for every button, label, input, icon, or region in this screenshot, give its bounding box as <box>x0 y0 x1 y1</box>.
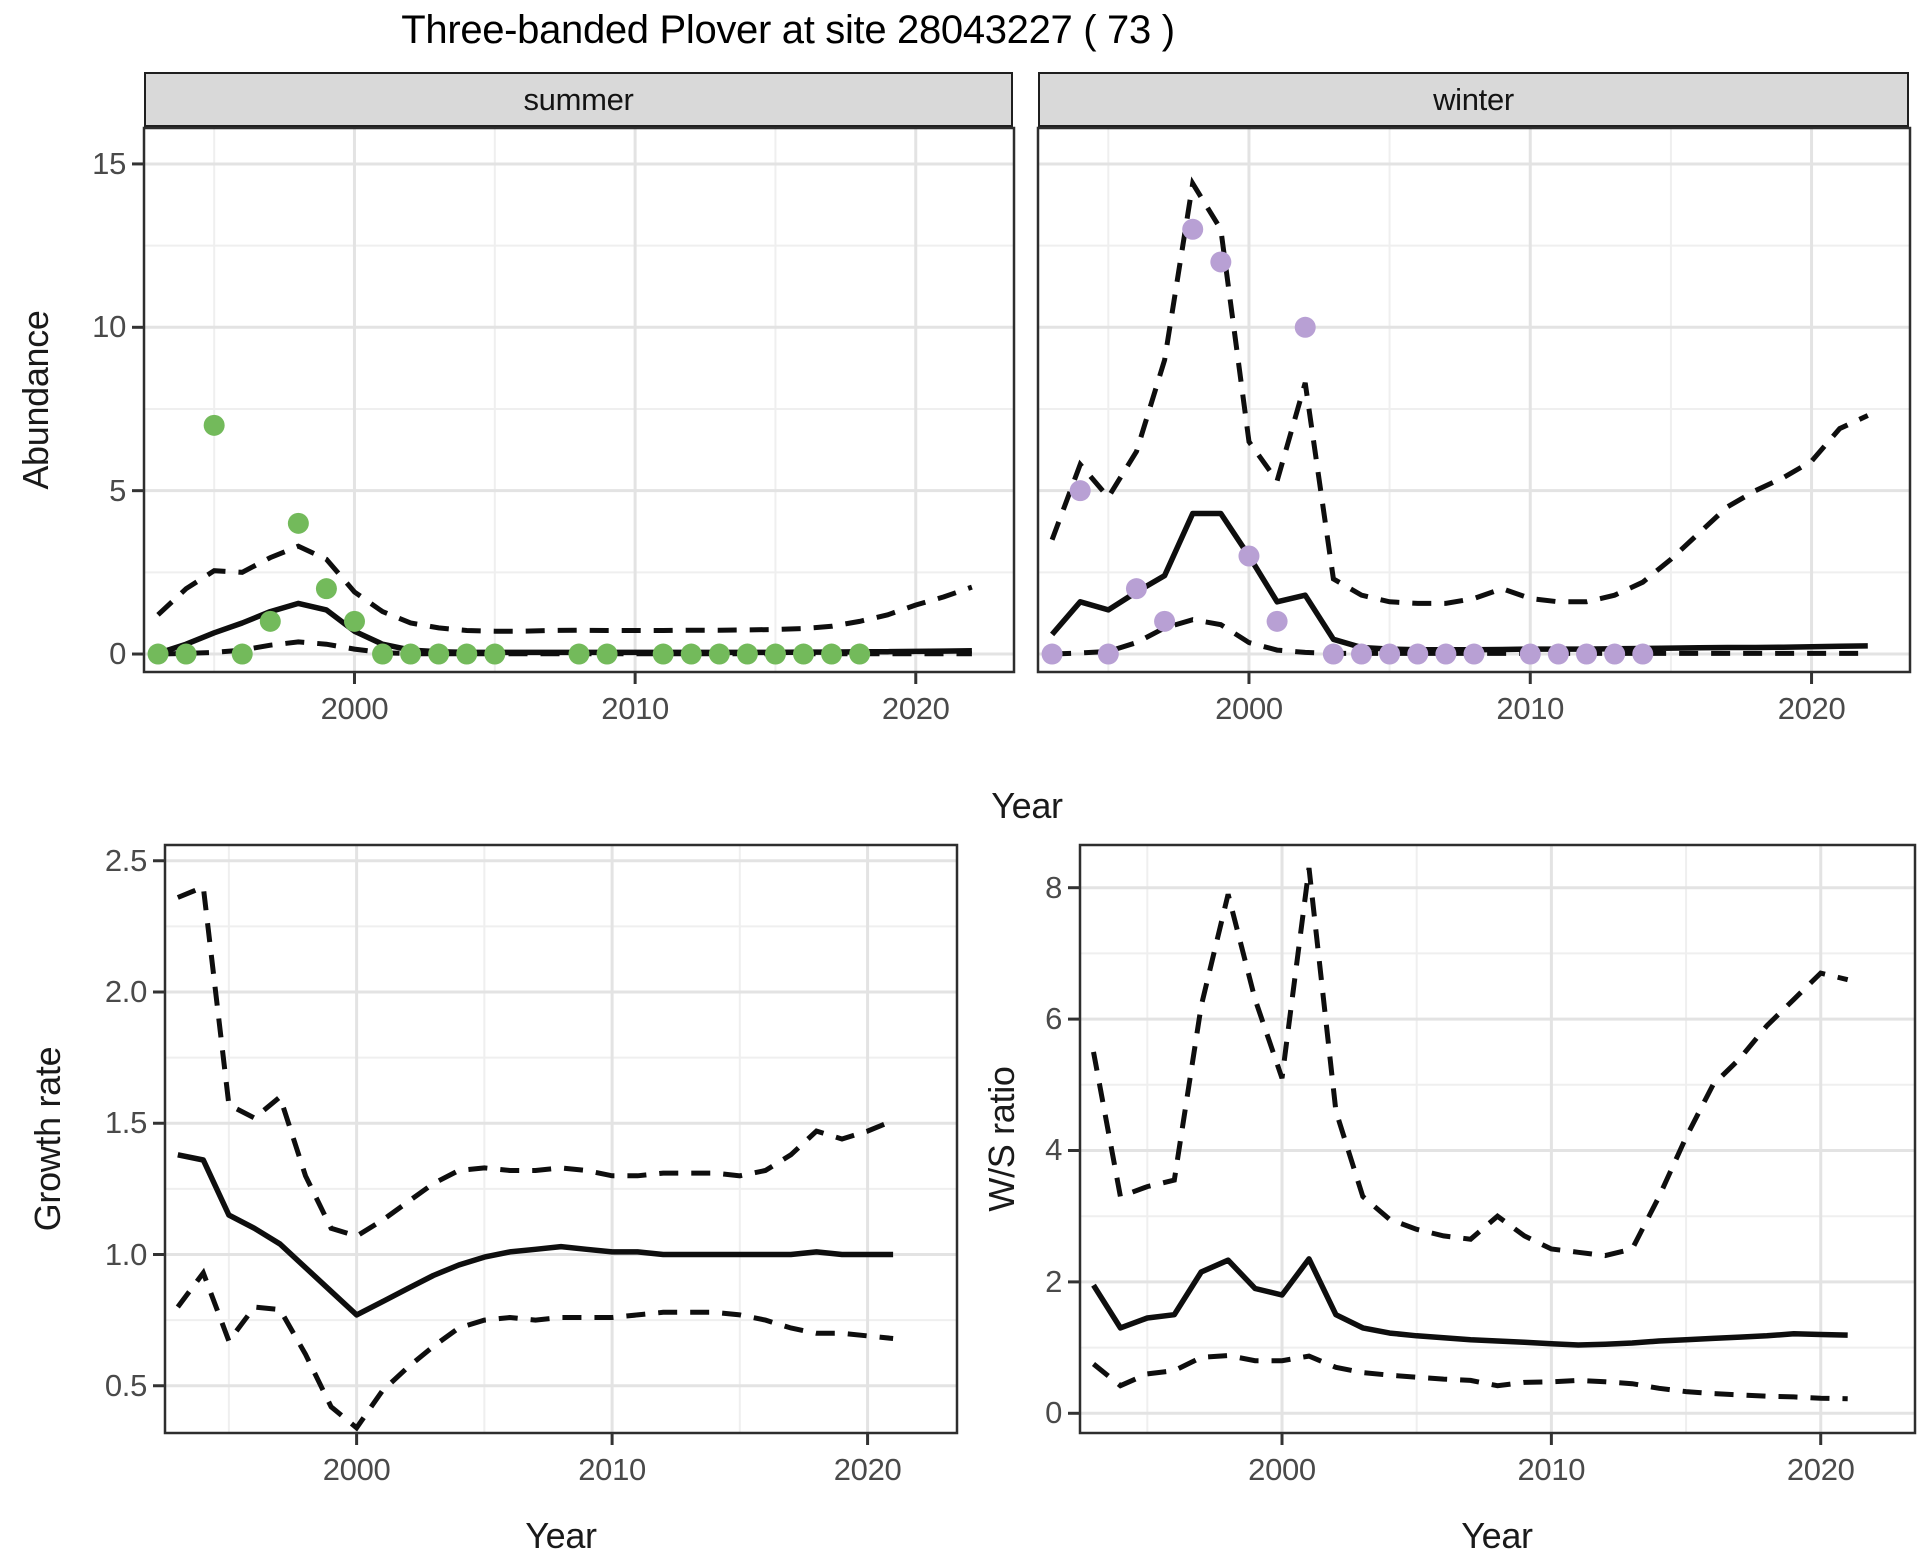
panel-abundance-winter <box>1036 126 1912 684</box>
panel-growth-rate <box>153 843 959 1445</box>
x-tick-label: 2020 <box>833 1452 902 1487</box>
x-tick-label: 2020 <box>1777 691 1846 726</box>
y-tick-label: 0 <box>109 636 126 672</box>
x-tick-label: 2010 <box>578 1452 646 1487</box>
page-title: Three-banded Plover at site 28043227 ( 7… <box>401 8 1175 52</box>
x-tick-label: 2020 <box>1786 1452 1855 1487</box>
y-tick-label: 2.5 <box>104 842 147 878</box>
y-tick-label: 2.0 <box>104 974 147 1009</box>
y-tick-label: 0 <box>1045 1395 1062 1431</box>
facet-strip-summer: summer <box>144 72 1013 127</box>
facet-strip-winter: winter <box>1038 72 1909 127</box>
y-tick-label: 0.5 <box>104 1367 147 1403</box>
x-tick-label: 2000 <box>1215 691 1283 726</box>
y-tick-label: 1.0 <box>104 1236 147 1272</box>
y-tick-label: 4 <box>1045 1132 1062 1168</box>
facet-strip-winter-label: winter <box>1433 81 1514 117</box>
x-axis-title-year-ws: Year <box>1461 1515 1533 1556</box>
x-axis-title-year-growth: Year <box>525 1515 597 1556</box>
x-tick-label: 2000 <box>320 691 389 726</box>
y-tick-label: 6 <box>1045 1001 1062 1037</box>
y-tick-label: 10 <box>92 309 126 345</box>
y-tick-label: 1.5 <box>104 1105 147 1141</box>
x-tick-label: 2020 <box>881 691 950 726</box>
x-tick-label: 2000 <box>1248 1452 1316 1487</box>
x-tick-label: 2010 <box>1517 1452 1586 1487</box>
panel-abundance-summer <box>132 126 1016 684</box>
x-tick-label: 2000 <box>322 1452 391 1487</box>
y-tick-label: 2 <box>1045 1263 1062 1299</box>
facet-strip-summer-label: summer <box>523 81 634 117</box>
x-tick-label: 2010 <box>601 691 669 726</box>
y-tick-label: 5 <box>109 472 126 508</box>
y-tick-label: 15 <box>92 145 126 181</box>
y-tick-label: 8 <box>1045 869 1062 905</box>
panel-ws-ratio <box>1068 843 1917 1445</box>
x-axis-title-year-top: Year <box>991 785 1063 826</box>
x-tick-label: 2010 <box>1496 691 1565 726</box>
